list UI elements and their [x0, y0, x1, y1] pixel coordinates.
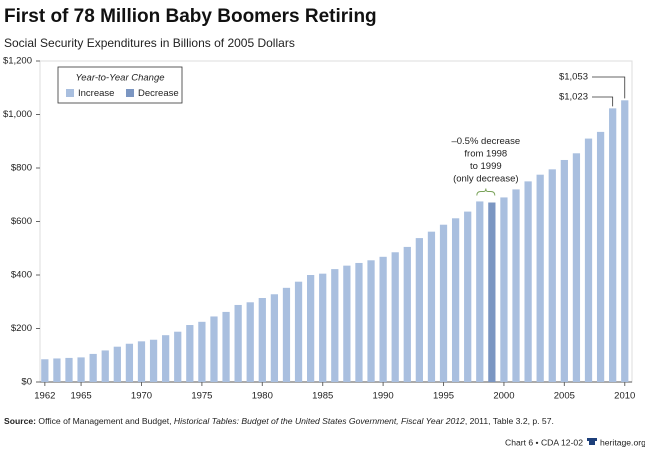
bar	[294, 281, 303, 382]
legend-label: Increase	[78, 88, 114, 99]
annotation: from 1998	[464, 148, 507, 159]
bar	[391, 252, 399, 382]
legend-title: Year-to-Year Change	[75, 73, 164, 84]
bar	[222, 311, 230, 382]
source-text: Office of Management and Budget,	[38, 416, 174, 426]
bar	[596, 131, 605, 382]
bar	[548, 169, 556, 382]
bar	[464, 211, 472, 382]
y-tick-label: $200	[11, 323, 32, 334]
bar	[367, 260, 375, 382]
bar	[488, 202, 496, 382]
x-tick-label: 1975	[191, 391, 212, 402]
legend-label: Decrease	[138, 88, 179, 99]
y-tick-label: $800	[11, 163, 32, 174]
bar	[536, 174, 544, 382]
x-tick-label: 1990	[373, 391, 394, 402]
bar	[609, 108, 617, 382]
x-tick-label: 2000	[493, 391, 514, 402]
heritage-icon	[587, 438, 597, 445]
annotation: (only decrease)	[453, 173, 518, 184]
bar	[427, 231, 436, 382]
legend-swatch	[126, 89, 134, 97]
bar	[89, 353, 97, 382]
bar	[343, 265, 351, 382]
x-tick-label: 1965	[71, 391, 92, 402]
legend-swatch	[66, 89, 74, 97]
y-tick-label: $1,000	[3, 109, 32, 120]
y-tick-label: $1,200	[3, 56, 32, 67]
bar	[198, 321, 206, 382]
y-tick-label: $0	[21, 377, 32, 388]
bar	[584, 138, 593, 382]
bar	[572, 153, 581, 382]
bar	[331, 269, 339, 382]
x-tick-label: 2010	[614, 391, 635, 402]
bar	[162, 335, 170, 382]
footer-site: heritage.org	[600, 437, 645, 447]
x-tick-label: 1985	[312, 391, 333, 402]
chart-title: First of 78 Million Baby Boomers Retirin…	[4, 6, 377, 27]
bar	[512, 189, 520, 382]
bar	[451, 218, 460, 382]
bar	[415, 238, 423, 382]
bar	[113, 346, 121, 382]
footer-chart: Chart 6 • CDA 12-02	[505, 437, 583, 447]
bar	[77, 357, 85, 382]
source-label: Source:	[4, 416, 36, 426]
bar	[319, 273, 327, 382]
bar	[149, 339, 158, 382]
source-rest: , 2011, Table 3.2, p. 57.	[465, 416, 554, 426]
source: Source: Office of Management and Budget,…	[4, 416, 554, 426]
bar	[101, 350, 109, 382]
annotation: to 1999	[470, 161, 502, 172]
bar	[65, 357, 73, 382]
bar	[137, 341, 146, 382]
bar	[282, 287, 291, 382]
annotation: –0.5% decrease	[451, 136, 520, 147]
y-tick-label: $600	[11, 216, 32, 227]
bar	[307, 275, 315, 382]
bar	[258, 298, 266, 382]
bar	[246, 302, 254, 382]
x-tick-label: 1995	[433, 391, 454, 402]
x-tick-label: 1980	[252, 391, 273, 402]
bar	[186, 325, 194, 382]
bar	[125, 343, 134, 382]
bar	[234, 304, 242, 382]
x-tick-label: 1962	[34, 391, 55, 402]
bar	[524, 181, 532, 382]
legend-box	[57, 66, 183, 104]
bar	[355, 262, 363, 382]
bar	[174, 331, 182, 382]
bar	[210, 316, 218, 382]
bar	[560, 159, 568, 382]
bar	[476, 201, 484, 382]
annotation-brace	[476, 188, 496, 196]
bar	[500, 197, 508, 382]
bar	[621, 100, 629, 382]
bar	[379, 256, 387, 382]
source-italic: Historical Tables: Budget of the United …	[174, 416, 465, 426]
y-tick-label: $400	[11, 270, 32, 281]
bar	[439, 224, 448, 382]
leader-line	[592, 76, 626, 99]
bar	[53, 358, 61, 382]
value-label: $1,023	[559, 92, 588, 103]
x-tick-label: 1970	[131, 391, 152, 402]
bar	[403, 246, 411, 382]
leader-line	[592, 96, 614, 107]
chart-subtitle: Social Security Expenditures in Billions…	[4, 36, 295, 50]
x-tick-label: 2005	[554, 391, 575, 402]
bar	[41, 359, 49, 382]
bar	[270, 294, 279, 382]
value-label: $1,053	[559, 72, 588, 83]
